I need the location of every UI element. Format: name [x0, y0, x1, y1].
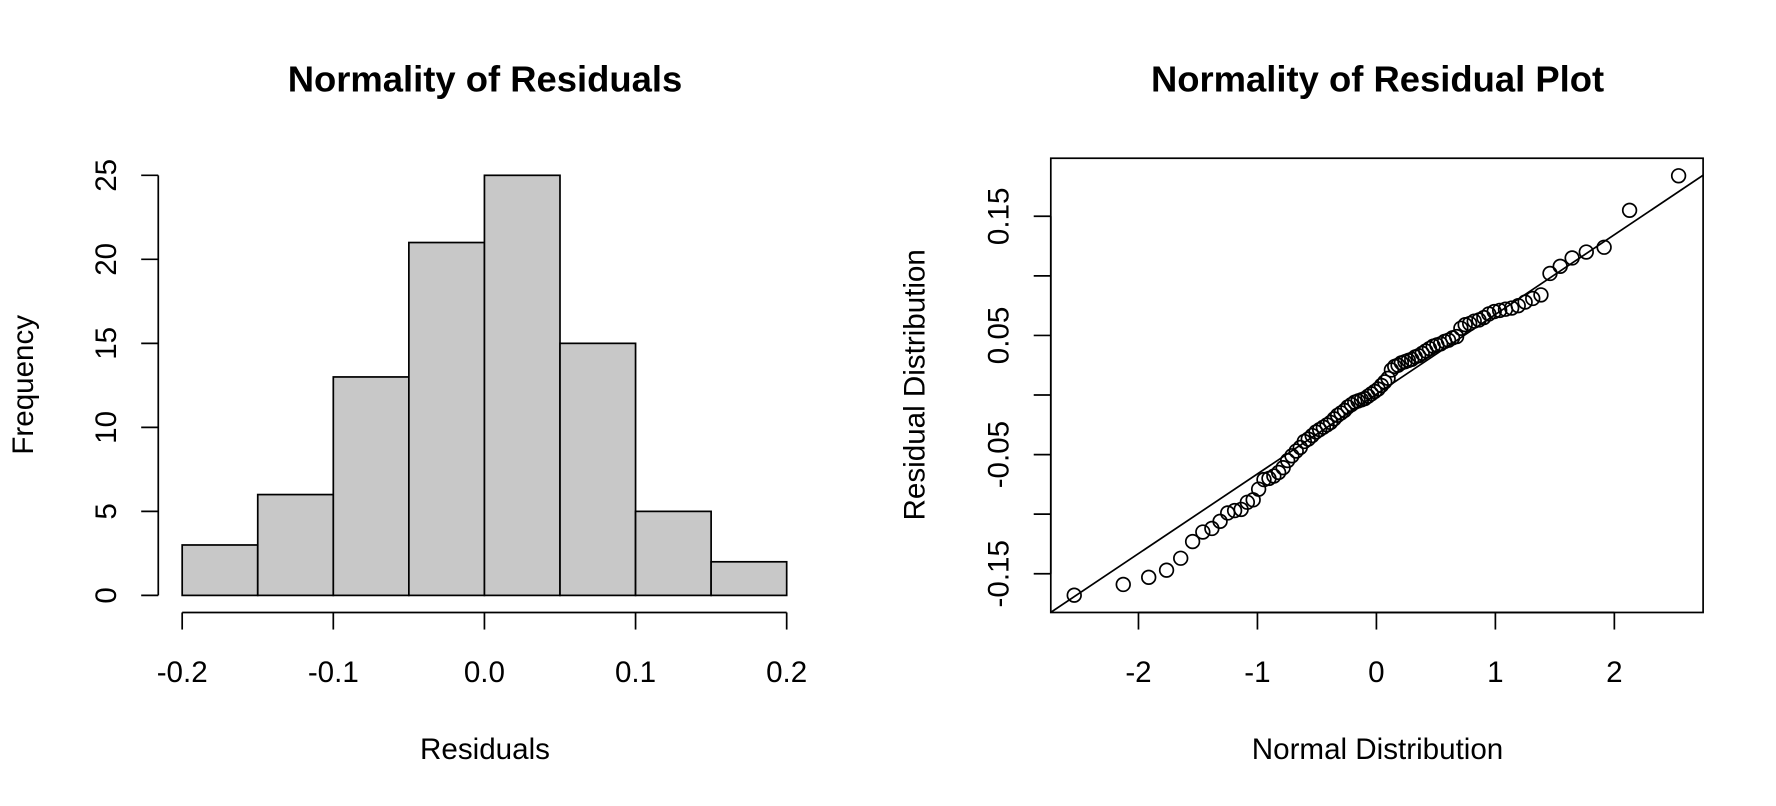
point [1066, 587, 1082, 603]
x-tick-label: 0 [1368, 656, 1384, 689]
point [1288, 443, 1304, 459]
reference-line [1050, 174, 1704, 613]
bar [710, 560, 788, 597]
x-tick-label: 1 [1487, 656, 1503, 689]
point [1552, 258, 1568, 275]
x-tick-label: -2 [1125, 656, 1151, 689]
x-tick-label: 2 [1606, 656, 1622, 689]
bar [483, 174, 561, 597]
point [1670, 168, 1687, 184]
y-tick-label: 0 [90, 587, 123, 603]
point [1284, 448, 1300, 464]
point [1115, 576, 1131, 593]
point [1525, 290, 1541, 307]
point [1542, 265, 1558, 282]
y-tick-label: 5 [90, 503, 123, 519]
y-tick-label: -0.15 [983, 540, 1016, 607]
point [1491, 302, 1508, 319]
y-axis-label: Residual Distribution [898, 249, 931, 520]
y-tick-label: 0.15 [983, 187, 1016, 245]
x-tick-label: 0.1 [615, 656, 656, 689]
point [1212, 513, 1228, 529]
point [1596, 239, 1612, 255]
x-tick-label: -0.2 [157, 656, 208, 689]
point [1377, 374, 1393, 390]
point [1195, 524, 1211, 540]
bar [559, 342, 637, 597]
point [1578, 244, 1594, 260]
point [1564, 250, 1580, 266]
point [1279, 452, 1296, 469]
y-tick-label: 10 [90, 411, 123, 444]
bar [332, 376, 410, 597]
point [1266, 468, 1282, 484]
y-tick-label: 20 [90, 243, 123, 276]
point [1141, 569, 1157, 586]
chart-title: Normality of Residual Plot [1151, 59, 1604, 100]
point [1226, 502, 1243, 519]
point [1486, 303, 1502, 320]
y-tick-label: 0.05 [983, 307, 1016, 365]
point [1453, 320, 1469, 336]
x-axis-label: Residuals [420, 733, 550, 766]
point [1173, 550, 1189, 566]
bar [634, 510, 712, 597]
bar [181, 544, 259, 597]
x-tick-label: 0.2 [766, 656, 807, 689]
point [1158, 562, 1175, 578]
x-axis-label: Normal Distribution [1252, 733, 1503, 766]
point [1517, 294, 1533, 310]
point [1380, 370, 1396, 387]
point [1270, 464, 1287, 481]
point [1432, 336, 1449, 352]
point [1204, 520, 1220, 537]
y-tick-label: 25 [90, 159, 123, 192]
y-tick-label: -0.05 [983, 421, 1016, 488]
point [1533, 287, 1549, 303]
point [1448, 328, 1465, 345]
x-tick-label: -1 [1244, 656, 1270, 689]
point [1503, 300, 1520, 316]
x-tick-label: -0.1 [308, 656, 359, 689]
bar [408, 241, 486, 597]
y-tick-label: 15 [90, 327, 123, 360]
x-tick-label: 0.0 [464, 656, 505, 689]
point [1621, 202, 1638, 218]
y-axis-label: Frequency [7, 315, 40, 455]
chart-title: Normality of Residuals [288, 59, 683, 100]
bar [256, 493, 335, 597]
point [1184, 533, 1201, 550]
